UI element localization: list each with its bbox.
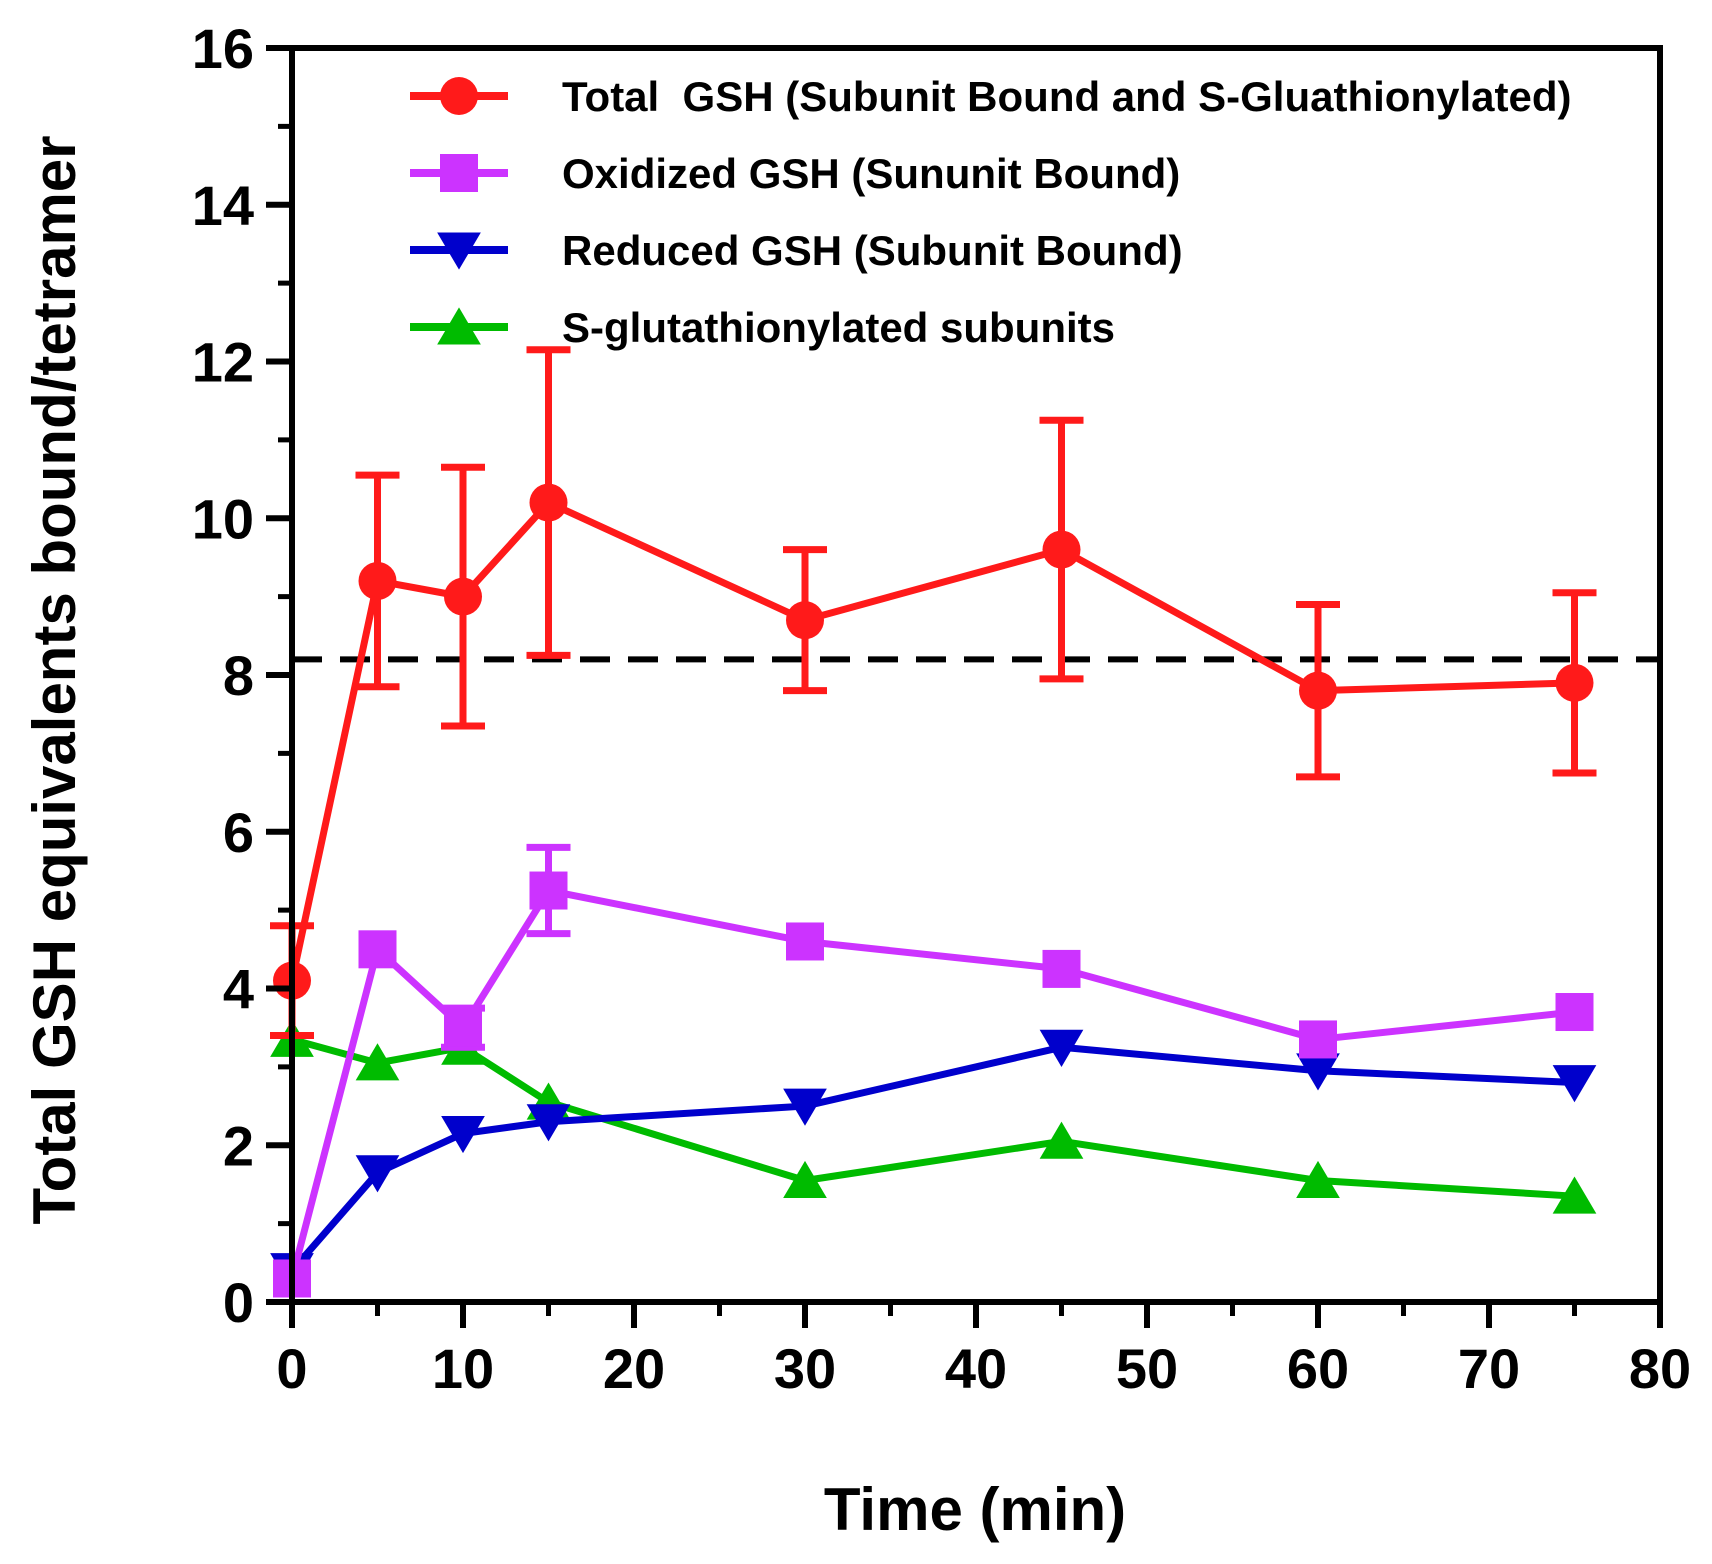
data-point-oxidized-gsh bbox=[786, 922, 824, 961]
data-point-oxidized-gsh bbox=[1299, 1020, 1337, 1059]
y-tick-label-4: 4 bbox=[223, 958, 254, 1021]
legend-item-oxidized-gsh: Oxidized GSH (Sununit Bound) bbox=[410, 150, 1180, 197]
y-tick-label-14: 14 bbox=[192, 174, 254, 237]
legend-marker-reduced-gsh bbox=[437, 232, 481, 270]
data-point-reduced-gsh bbox=[1039, 1029, 1084, 1067]
data-point-total-gsh bbox=[358, 561, 397, 600]
legend-marker-oxidized-gsh bbox=[440, 154, 478, 192]
data-point-reduced-gsh bbox=[526, 1104, 571, 1142]
x-tick-label-80: 80 bbox=[1629, 1337, 1691, 1400]
series-layer bbox=[270, 346, 1597, 1298]
y-tick-label-8: 8 bbox=[223, 644, 254, 707]
data-point-oxidized-gsh bbox=[444, 1008, 482, 1047]
data-point-total-gsh bbox=[1042, 530, 1081, 569]
data-point-reduced-gsh bbox=[355, 1155, 400, 1193]
legend-item-total-gsh: Total GSH (Subunit Bound and S-Gluathion… bbox=[410, 73, 1571, 120]
data-point-s-glutathionylated bbox=[1039, 1121, 1084, 1159]
y-tick-label-2: 2 bbox=[223, 1114, 254, 1177]
x-tick-label-10: 10 bbox=[432, 1337, 494, 1400]
legend: Total GSH (Subunit Bound and S-Gluathion… bbox=[410, 73, 1571, 351]
data-point-oxidized-gsh bbox=[529, 871, 568, 910]
data-point-reduced-gsh bbox=[1552, 1065, 1597, 1103]
axes-layer: 0 2 4 6 8 10 12 14 16 0 10 20 30 40 50 60 70 80 bbox=[192, 17, 1691, 1400]
series-line-oxidized-gsh bbox=[288, 887, 1575, 1280]
legend-label-reduced-gsh: Reduced GSH (Subunit Bound) bbox=[562, 227, 1183, 274]
x-tick-label-70: 70 bbox=[1458, 1337, 1520, 1400]
series-oxidized-gsh bbox=[273, 843, 1594, 1298]
y-tick-label-10: 10 bbox=[192, 487, 254, 550]
x-tick-label-30: 30 bbox=[774, 1337, 836, 1400]
legend-label-s-glutathionylated: S-glutathionylated subunits bbox=[562, 304, 1115, 351]
data-point-s-glutathionylated bbox=[1552, 1176, 1597, 1214]
legend-marker-s-glutathionylated bbox=[437, 307, 481, 345]
x-tick-label-50: 50 bbox=[1116, 1337, 1178, 1400]
data-point-oxidized-gsh bbox=[1555, 993, 1594, 1032]
data-point-total-gsh bbox=[444, 577, 482, 616]
data-point-total-gsh bbox=[1299, 671, 1337, 710]
data-point-total-gsh bbox=[786, 601, 824, 640]
series-total-gsh bbox=[270, 346, 1597, 1040]
x-tick-label-0: 0 bbox=[276, 1337, 307, 1400]
data-point-oxidized-gsh bbox=[1042, 949, 1081, 988]
y-tick-label-16: 16 bbox=[192, 17, 254, 80]
legend-item-reduced-gsh: Reduced GSH (Subunit Bound) bbox=[410, 227, 1183, 274]
data-point-total-gsh bbox=[529, 483, 568, 522]
series-line-total-gsh bbox=[288, 499, 1575, 982]
y-tick-label-12: 12 bbox=[192, 331, 254, 394]
x-tick-label-60: 60 bbox=[1287, 1337, 1349, 1400]
legend-label-oxidized-gsh: Oxidized GSH (Sununit Bound) bbox=[562, 150, 1180, 197]
legend-item-s-glutathionylated: S-glutathionylated subunits bbox=[410, 304, 1115, 351]
y-tick-label-6: 6 bbox=[223, 801, 254, 864]
data-point-oxidized-gsh bbox=[358, 930, 397, 969]
y-axis-title: Total GSH equivalents bound/tetramer bbox=[21, 135, 88, 1224]
data-point-s-glutathionylated bbox=[355, 1043, 400, 1081]
legend-label-total-gsh: Total GSH (Subunit Bound and S-Gluathion… bbox=[562, 73, 1571, 120]
data-point-reduced-gsh bbox=[1296, 1053, 1340, 1091]
data-point-reduced-gsh bbox=[783, 1088, 827, 1126]
y-tick-label-0: 0 bbox=[223, 1271, 254, 1334]
data-point-total-gsh bbox=[1555, 663, 1594, 702]
x-tick-label-20: 20 bbox=[603, 1337, 665, 1400]
series-line-s-glutathionylated bbox=[291, 1036, 1575, 1200]
x-axis-title: Time (min) bbox=[824, 1476, 1126, 1543]
data-point-s-glutathionylated bbox=[1296, 1160, 1340, 1198]
x-tick-label-40: 40 bbox=[945, 1337, 1007, 1400]
data-point-s-glutathionylated bbox=[783, 1160, 827, 1198]
legend-marker-total-gsh bbox=[440, 77, 478, 115]
data-point-reduced-gsh bbox=[441, 1116, 485, 1154]
